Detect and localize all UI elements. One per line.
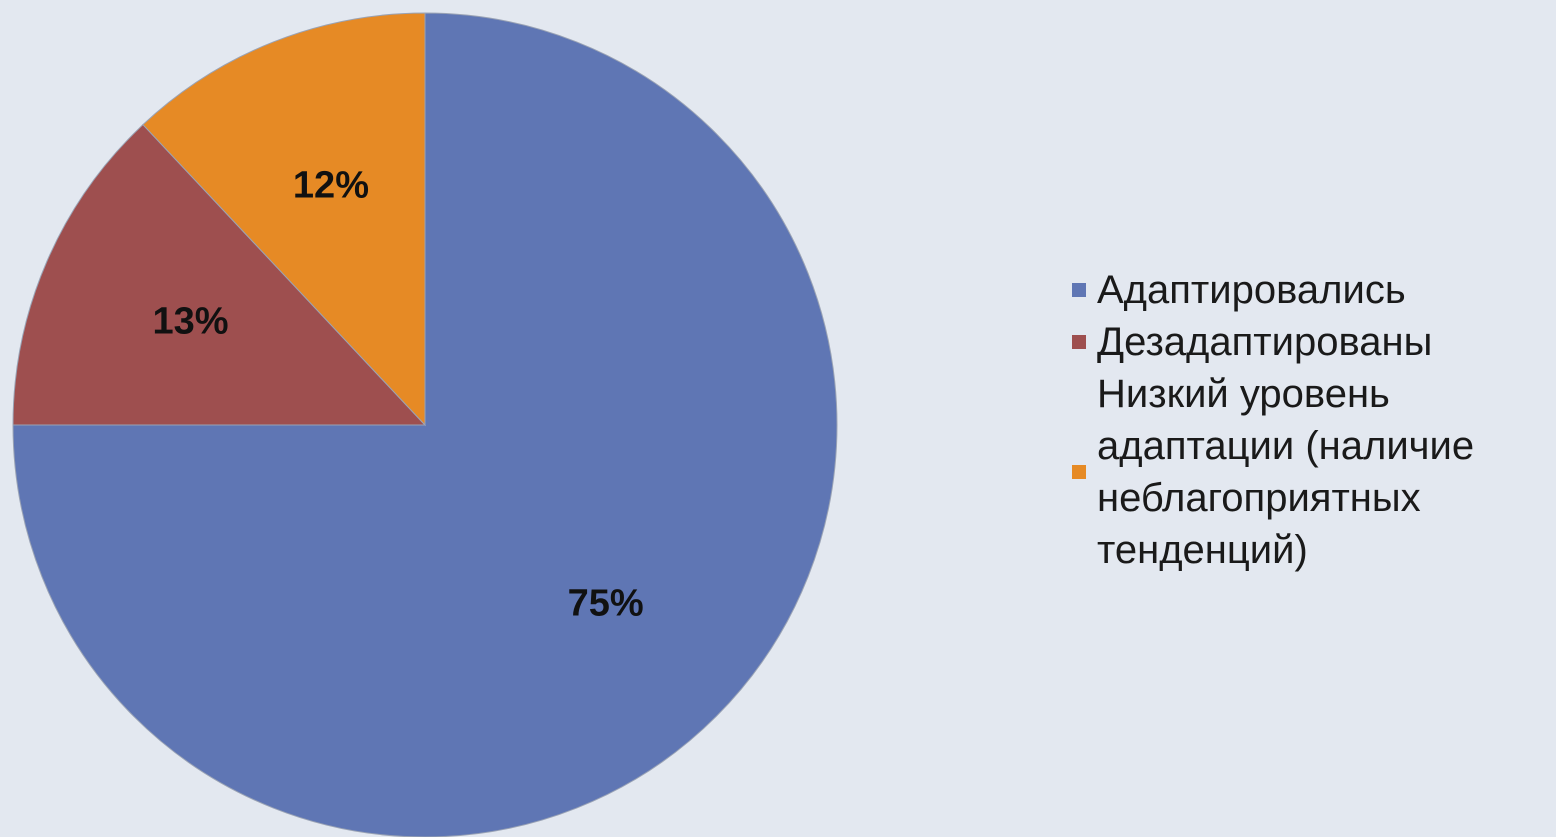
data-label-low-adaptation: 12%	[293, 165, 369, 207]
legend-swatch-adapted	[1072, 283, 1086, 297]
legend: Адаптировались Дезадаптированы Низкий ур…	[1072, 264, 1556, 576]
legend-swatch-low-adaptation	[1072, 465, 1086, 479]
legend-label-maladapted: Дезадаптированы	[1097, 320, 1433, 364]
legend-item-maladapted[interactable]: Дезадаптированы	[1072, 316, 1556, 368]
pie-data-labels: 75% 13% 12%	[153, 165, 644, 625]
data-label-adapted: 75%	[568, 583, 644, 625]
pie-chart: 75% 13% 12%	[12, 12, 838, 837]
pie-slice-low-adaptation[interactable]	[142, 12, 426, 427]
pie-slices	[12, 12, 838, 837]
legend-item-adapted[interactable]: Адаптировались	[1072, 264, 1556, 316]
legend-label-low-adaptation: Низкий уровень адаптации (наличие неблаг…	[1097, 372, 1475, 572]
pie-slice-maladapted[interactable]	[12, 123, 427, 426]
data-label-maladapted: 13%	[153, 301, 229, 343]
legend-label-adapted: Адаптировались	[1097, 268, 1406, 312]
legend-item-low-adaptation[interactable]: Низкий уровень адаптации (наличие неблаг…	[1072, 368, 1556, 576]
legend-swatch-maladapted	[1072, 335, 1086, 349]
pie-slice-adapted[interactable]	[12, 12, 838, 837]
